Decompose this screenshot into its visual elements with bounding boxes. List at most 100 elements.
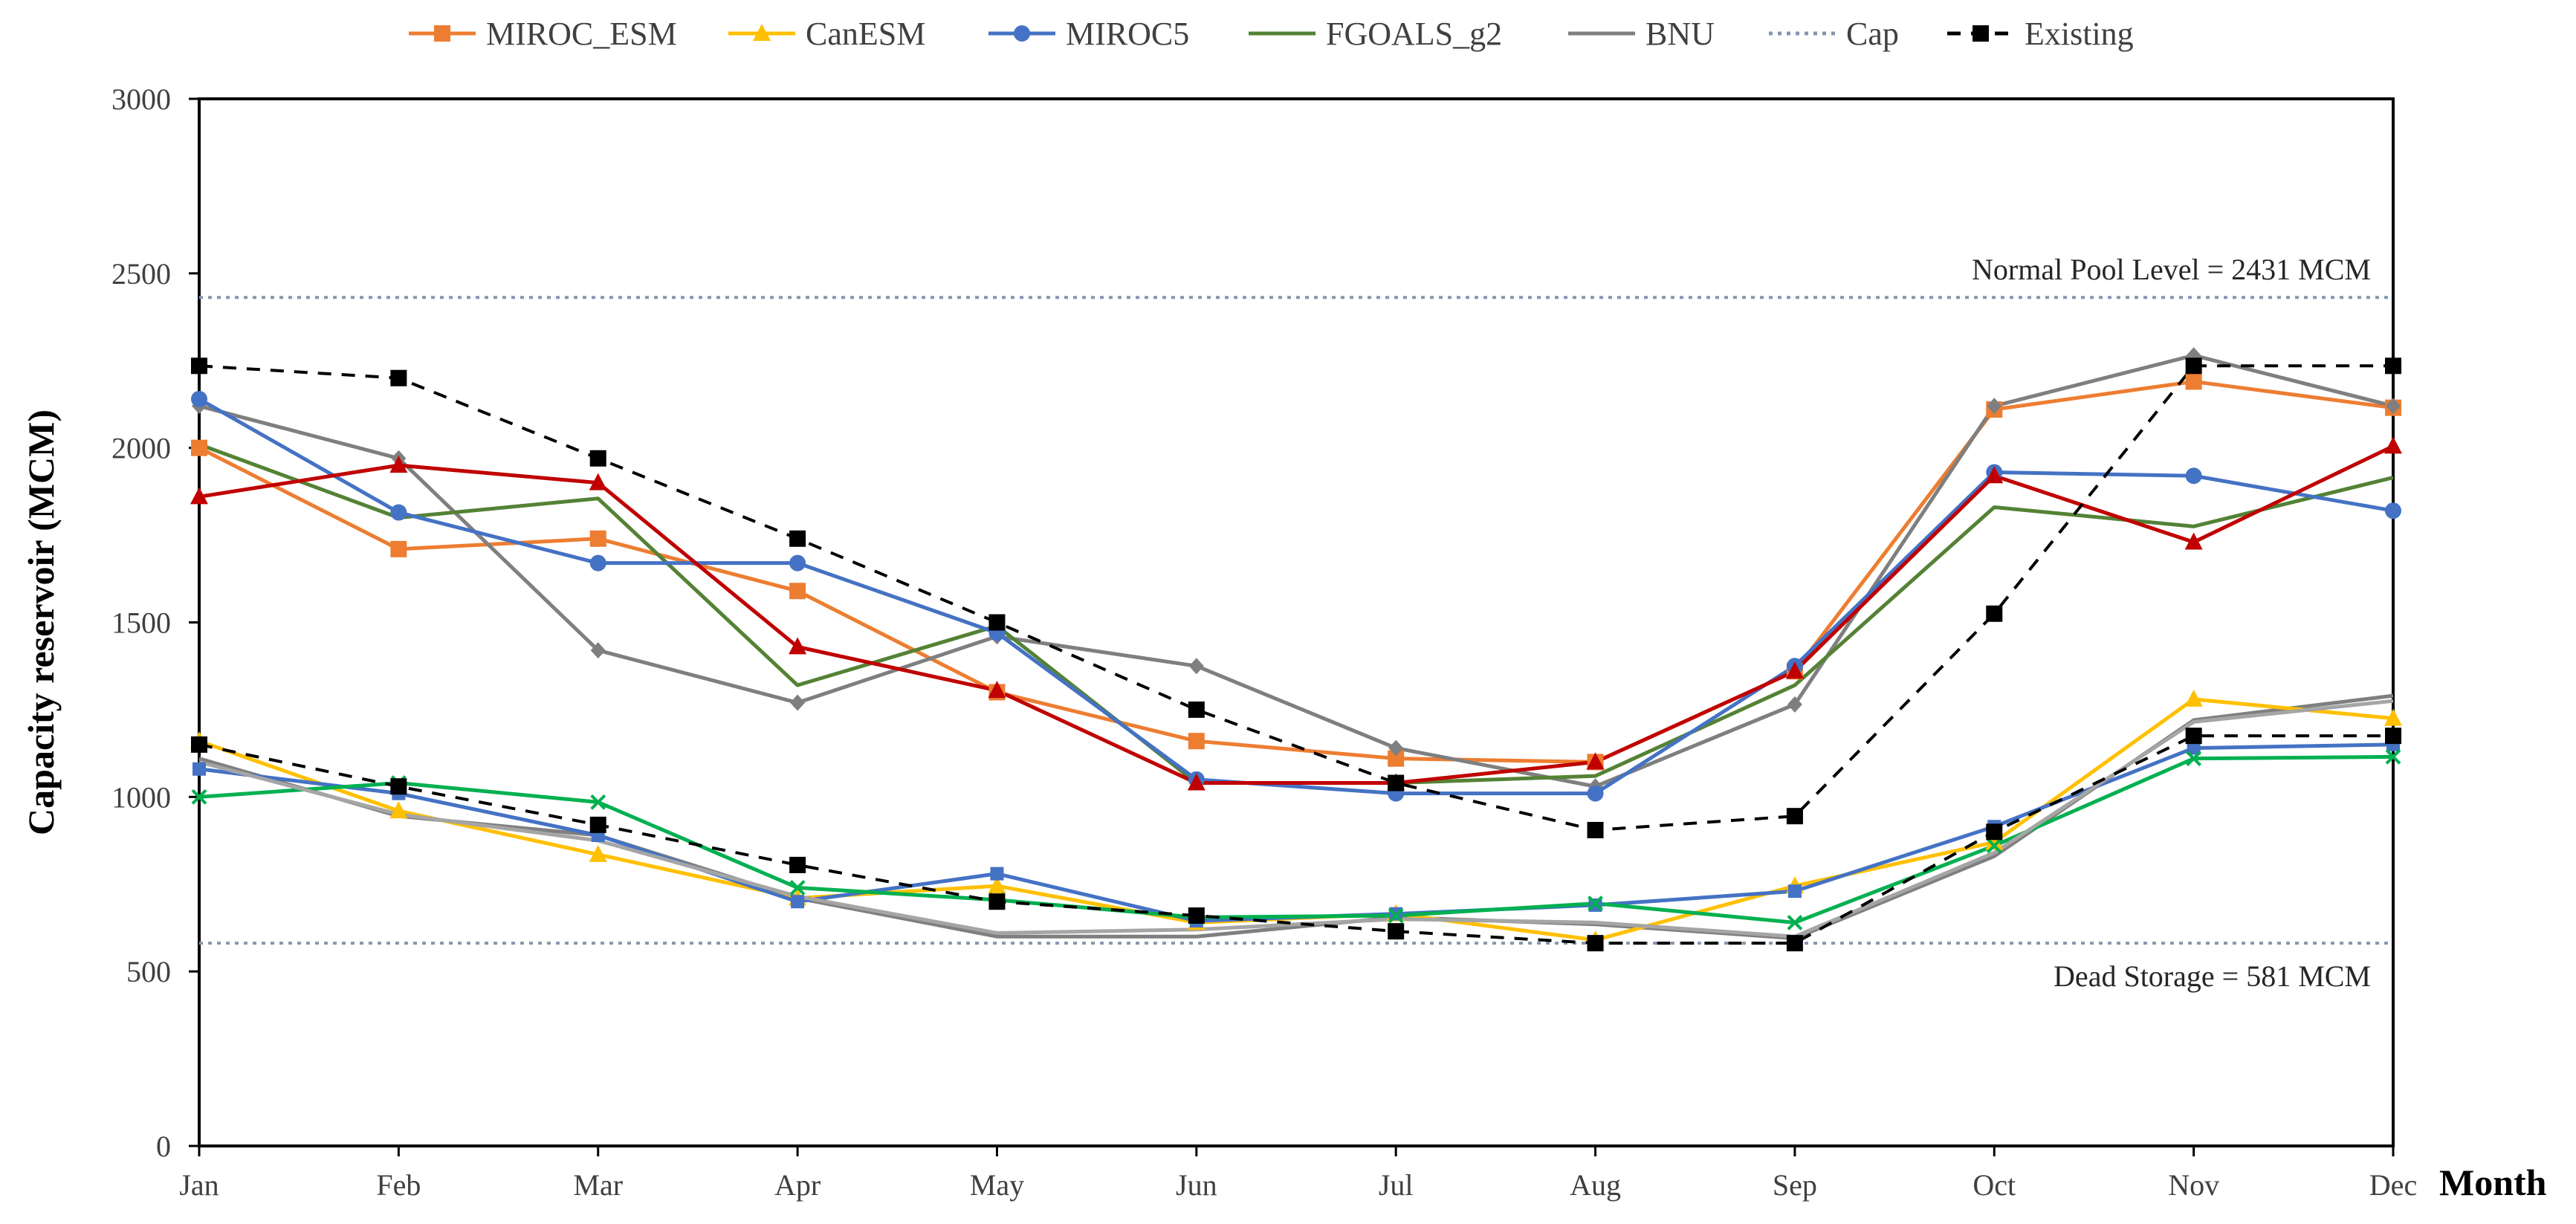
- data-point-fgoals-g2-lower-apr-stroke-b: [789, 880, 806, 896]
- series-line-miroc-esm-lower: [198, 693, 2394, 941]
- data-point-canesm-upper-aug: [1586, 752, 1605, 770]
- data-point-canesm-upper-sep: [1785, 661, 1804, 679]
- data-point-existing-lower-apr: [789, 856, 806, 873]
- legend: MIROC_ESM CanESM MIROC5 FGOALS_g2 BNU Cap Exis…: [409, 16, 2134, 52]
- series-line-bnu-upper: [198, 353, 2394, 789]
- data-point-miroc-esm-upper-jul: [1388, 750, 1405, 767]
- x-tick-label-may: May: [970, 1168, 1024, 1202]
- y-tick-label-500: 500: [126, 955, 171, 988]
- data-point-miroc5-upper-nov: [2185, 467, 2202, 485]
- legend-label-cap: Cap: [1846, 16, 1899, 52]
- data-point-miroc5-lower-may: [990, 867, 1004, 881]
- data-point-existing-upper-jan: [191, 357, 207, 375]
- y-tick-label-0: 0: [156, 1130, 171, 1163]
- data-point-fgoals-g2-lower-jan-stroke-b: [191, 789, 207, 805]
- data-point-miroc5-lower-nov: [2187, 741, 2201, 755]
- data-point-miroc5-upper-feb: [390, 504, 407, 521]
- data-point-fgoals-g2-lower-nov-stroke-b: [2186, 751, 2202, 767]
- data-point-existing-lower-nov: [2185, 728, 2202, 745]
- legend-label-fgoals-g2: FGOALS_g2: [1326, 16, 1502, 52]
- x-tick-label-apr: Apr: [774, 1168, 821, 1202]
- data-point-existing-upper-feb: [390, 369, 407, 386]
- data-point-bnu-upper-dec: [2386, 398, 2401, 415]
- x-tick-label-aug: Aug: [1570, 1168, 1621, 1202]
- data-point-fgoals-g2-lower-sep: [1787, 914, 1803, 930]
- data-point-canesm-lower-feb: [389, 801, 408, 819]
- reference-lines: Normal Pool Level = 2431 MCM Dead Storage…: [199, 253, 2393, 993]
- annotation-normal-pool-level: Normal Pool Level = 2431 MCM: [1972, 253, 2371, 286]
- annotation-dead-storage: Dead Storage = 581 MCM: [2054, 959, 2371, 993]
- data-point-bnu-upper-apr: [790, 694, 806, 711]
- series-line-bnu-lower: [198, 699, 2394, 939]
- data-point-miroc-esm-upper-feb: [390, 540, 407, 557]
- data-point-fgoals-g2-lower-sep-stroke-b: [1787, 914, 1803, 930]
- data-point-existing-lower-jun: [1188, 907, 1205, 925]
- data-point-fgoals-g2-lower-aug: [1588, 896, 1603, 911]
- data-point-canesm-upper-dec: [2384, 436, 2402, 454]
- data-point-existing-lower-jul: [1388, 923, 1405, 940]
- legend-marker-miroc5: [1014, 25, 1030, 42]
- legend-item-bnu: BNU: [1568, 16, 1715, 52]
- legend-item-cap: Cap: [1769, 16, 1899, 52]
- y-tick-label-1000: 1000: [111, 780, 171, 814]
- y-tick-label-3000: 3000: [111, 82, 171, 116]
- data-point-miroc-esm-upper-mar: [589, 530, 606, 547]
- data-point-canesm-upper-may: [988, 681, 1006, 699]
- y-axis-ticks: 0 500 1000 1500 2000 2500 3000: [111, 82, 199, 1163]
- data-point-miroc5-lower-apr: [791, 895, 805, 909]
- legend-marker-canesm: [753, 24, 771, 41]
- data-point-canesm-upper-mar: [589, 473, 607, 490]
- data-point-existing-lower-oct: [1986, 823, 2003, 841]
- x-tick-label-feb: Feb: [376, 1168, 421, 1202]
- legend-label-miroc-esm: MIROC_ESM: [486, 16, 677, 52]
- data-point-canesm-lower-dec: [2384, 708, 2402, 726]
- data-point-fgoals-g2-lower-mar-stroke-b: [590, 794, 606, 810]
- data-point-fgoals-g2-lower-nov: [2186, 751, 2202, 767]
- data-point-miroc5-upper-jan: [191, 390, 207, 407]
- data-point-existing-lower-may: [988, 893, 1006, 910]
- data-point-miroc-esm-upper-jun: [1188, 733, 1205, 750]
- data-point-bnu-upper-sep: [1787, 696, 1802, 713]
- data-point-canesm-upper-oct: [1985, 466, 2004, 484]
- x-tick-label-jan: Jan: [179, 1168, 219, 1202]
- data-point-existing-upper-sep: [1786, 808, 1803, 825]
- legend-label-canesm: CanESM: [806, 16, 925, 52]
- data-point-fgoals-g2-lower-aug-stroke-b: [1588, 896, 1603, 911]
- legend-item-miroc5: MIROC5: [988, 16, 1189, 52]
- data-point-fgoals-g2-lower-oct-stroke-b: [1986, 838, 2002, 854]
- x-tick-label-oct: Oct: [1973, 1168, 2016, 1202]
- data-point-canesm-lower-nov: [2184, 689, 2203, 707]
- legend-label-bnu: BNU: [1645, 16, 1715, 52]
- data-point-fgoals-g2-lower-jul-stroke-b: [1388, 907, 1404, 924]
- x-tick-label-jun: Jun: [1176, 1168, 1217, 1202]
- data-point-existing-lower-jan: [191, 736, 207, 753]
- data-point-existing-upper-mar: [589, 450, 606, 467]
- data-point-existing-upper-aug: [1587, 821, 1604, 838]
- data-point-miroc5-lower-jan: [192, 762, 206, 776]
- data-point-existing-upper-dec: [2385, 357, 2401, 375]
- legend-label-miroc5: MIROC5: [1066, 16, 1189, 52]
- data-point-canesm-upper-nov: [2184, 532, 2203, 550]
- data-point-existing-upper-jul: [1388, 774, 1405, 791]
- data-point-miroc5-upper-aug: [1587, 785, 1604, 802]
- y-tick-label-1500: 1500: [111, 606, 171, 640]
- data-point-canesm-upper-jan: [190, 487, 208, 505]
- data-point-existing-upper-jun: [1188, 701, 1205, 718]
- y-axis-title: Capacity reservoir (MCM): [20, 409, 62, 835]
- x-tick-label-mar: Mar: [573, 1168, 623, 1202]
- data-point-fgoals-g2-lower-jan: [191, 789, 207, 805]
- data-point-existing-upper-oct: [1986, 605, 2003, 622]
- data-point-existing-lower-sep: [1786, 935, 1803, 952]
- data-point-fgoals-g2-lower-oct: [1986, 838, 2002, 854]
- data-point-existing-lower-dec: [2385, 728, 2401, 745]
- legend-item-existing: Existing: [1947, 16, 2134, 52]
- data-point-existing-upper-may: [988, 614, 1006, 631]
- data-point-bnu-upper-jul: [1388, 739, 1404, 757]
- data-point-existing-lower-mar: [589, 816, 606, 833]
- data-point-bnu-upper-mar: [590, 642, 606, 659]
- data-point-fgoals-g2-lower-mar: [590, 794, 606, 810]
- data-point-fgoals-g2-lower-dec-stroke-b: [2385, 748, 2401, 765]
- data-point-canesm-upper-jun: [1187, 773, 1206, 791]
